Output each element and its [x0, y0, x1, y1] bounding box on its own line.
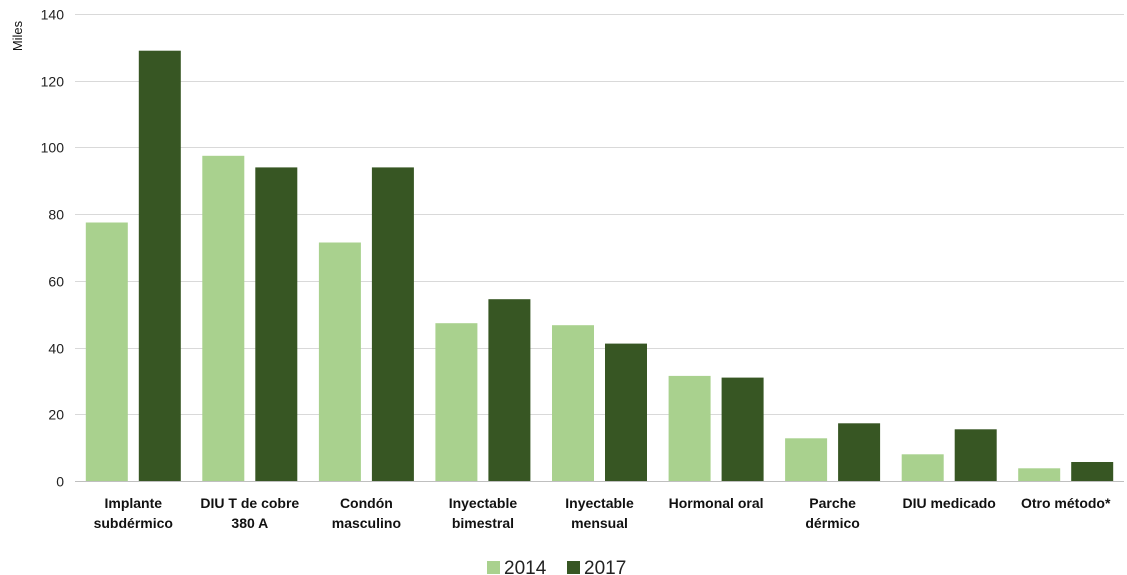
bar-2017-7 [954, 429, 997, 481]
category-label-line: Condón [340, 495, 393, 511]
bar-2017-0 [138, 50, 181, 481]
category-label: DIU medicado [902, 495, 995, 511]
y-axis-label: Miles [10, 20, 25, 51]
category-label-line: bimestral [452, 515, 514, 531]
category-label-line: mensual [571, 515, 628, 531]
y-tick-label: 40 [48, 341, 64, 357]
legend-swatch-2017 [567, 561, 580, 574]
legend: 2014 2017 [487, 558, 626, 575]
bar-2017-8 [1071, 462, 1114, 481]
category-label-line: subdérmico [94, 515, 173, 531]
category-label-line: masculino [332, 515, 401, 531]
y-axis-ticks: 0 20 40 60 80 100 120 140 [41, 7, 65, 490]
y-tick-label: 20 [48, 407, 64, 423]
legend-label: 2014 [504, 558, 547, 575]
category-label-line: Implante [104, 495, 162, 511]
y-tick-label: 80 [48, 207, 64, 223]
bar-2014-4 [552, 325, 594, 481]
bar-2017-4 [605, 343, 647, 481]
bar-2017-3 [488, 299, 531, 481]
bar-2014-2 [318, 242, 361, 481]
category-label: Parche dérmico [805, 495, 859, 531]
bar-2014-5 [668, 375, 711, 481]
bar-2017-2 [371, 167, 414, 481]
legend-swatch-2014 [487, 561, 500, 574]
y-tick-label: 60 [48, 274, 64, 290]
category-label-line: Parche [809, 495, 856, 511]
category-label-line: Otro método* [1021, 495, 1111, 511]
category-label: Inyectable bimestral [449, 495, 518, 531]
bar-2017-5 [721, 377, 764, 481]
category-label-line: Hormonal oral [669, 495, 764, 511]
category-label: Implante subdérmico [94, 495, 173, 531]
grid-lines [75, 14, 1124, 415]
y-tick-label: 140 [41, 7, 65, 23]
bar-2014-0 [85, 222, 128, 481]
category-label-line: DIU medicado [902, 495, 995, 511]
bar-2014-3 [435, 323, 478, 481]
category-label-line: DIU T de cobre [200, 495, 299, 511]
category-label: DIU T de cobre 380 A [200, 495, 299, 531]
bar-2017-6 [838, 423, 881, 481]
category-label-line: Inyectable [565, 495, 634, 511]
category-label: Hormonal oral [669, 495, 764, 511]
bar-2014-1 [202, 155, 245, 482]
category-label-line: 380 A [231, 515, 268, 531]
bar-2017-1 [255, 167, 298, 481]
y-tick-label: 100 [41, 140, 65, 156]
category-label: Inyectable mensual [565, 495, 634, 531]
legend-label: 2017 [584, 558, 626, 575]
category-label-line: dérmico [805, 515, 859, 531]
category-label: Condón masculino [332, 495, 401, 531]
bar-2014-8 [1018, 468, 1061, 481]
bars [85, 50, 1114, 482]
y-tick-label: 0 [56, 474, 64, 490]
category-label: Otro método* [1021, 495, 1111, 511]
bar-2014-7 [901, 454, 944, 481]
category-labels: Implante subdérmico DIU T de cobre 380 A Con… [94, 495, 1111, 531]
bar-2014-6 [785, 438, 828, 481]
y-tick-label: 120 [41, 74, 65, 90]
category-label-line: Inyectable [449, 495, 518, 511]
